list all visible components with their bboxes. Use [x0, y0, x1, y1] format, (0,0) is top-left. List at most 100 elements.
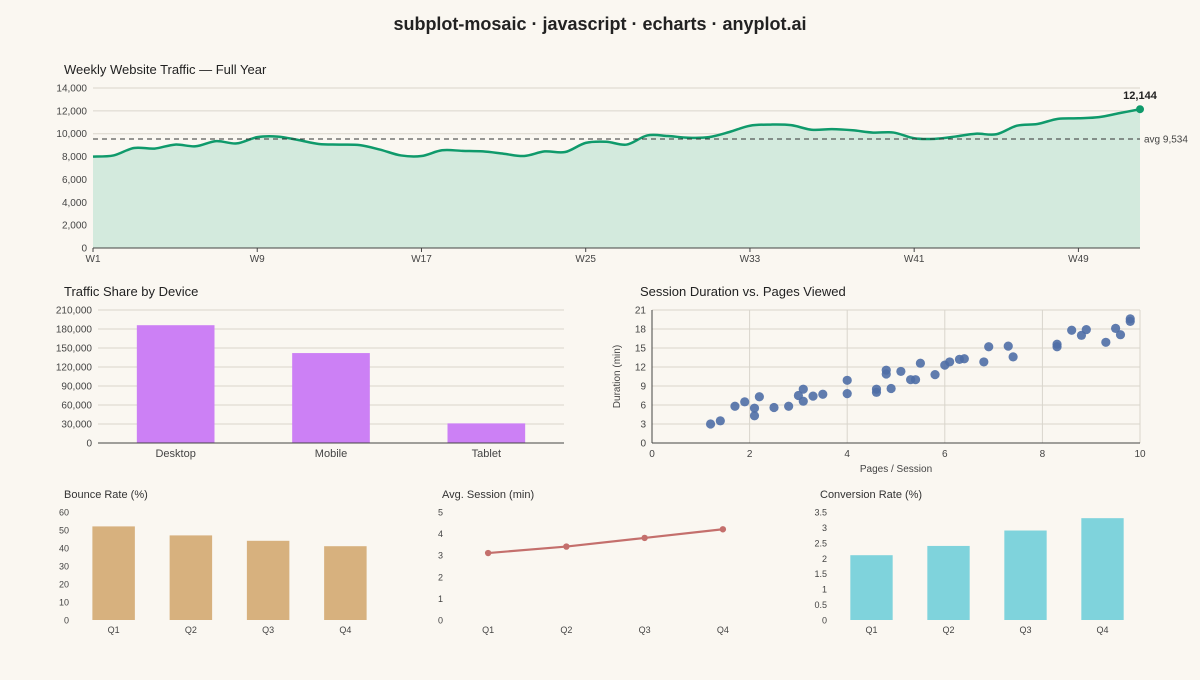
x-tick-label: W33 — [740, 254, 761, 265]
traffic-chart: Weekly Website Traffic — Full Year 0 2,000… — [56, 62, 1188, 265]
x-tick-label: Q2 — [942, 625, 954, 635]
x-tick-label: Q2 — [185, 625, 197, 635]
x-tick-label: Q3 — [262, 625, 274, 635]
y-tick-label: 0 — [640, 439, 646, 450]
device-chart-title: Traffic Share by Device — [64, 284, 198, 299]
traffic-chart-title: Weekly Website Traffic — Full Year — [64, 62, 267, 77]
x-tick-label: 10 — [1134, 449, 1146, 460]
bar-q4 — [324, 546, 367, 620]
y-tick-label: 0 — [438, 616, 443, 626]
conversion-chart: Conversion Rate (%) 0 0.5 1 1.5 2 2.5 3 3.5 Q1 Q2 Q… — [814, 489, 1124, 635]
x-tick-label: Q3 — [639, 625, 651, 635]
scatter-point — [749, 403, 760, 413]
last-point-label: 12,144 — [1123, 90, 1158, 102]
device-chart: Traffic Share by Device 0 30,000 60,000 90,0… — [56, 284, 564, 460]
bounce-chart: Bounce Rate (%) 0 10 20 30 40 50 60 Q1 Q2 Q3 Q4 — [59, 489, 367, 635]
bar-q2 — [927, 545, 970, 620]
scatter-point — [979, 357, 989, 367]
scatter-point — [705, 419, 716, 429]
bar-mobile — [292, 353, 370, 443]
scatter-point — [740, 397, 750, 407]
bar-q1 — [92, 526, 135, 620]
scatter-point — [896, 366, 906, 377]
scatter-point — [808, 391, 818, 401]
x-tick-label: Q1 — [108, 625, 120, 635]
scatter-point — [881, 369, 891, 379]
x-tick-label: 6 — [942, 449, 948, 460]
y-tick-label: 5 — [438, 508, 443, 518]
x-tick-label: W49 — [1068, 254, 1089, 265]
scatter-point — [749, 411, 760, 421]
y-tick-label: 1 — [438, 594, 443, 604]
x-tick-label: Q4 — [717, 625, 729, 635]
page-title: subplot-mosaic · javascript · echarts · … — [393, 14, 806, 34]
y-tick-label: 210,000 — [56, 306, 93, 317]
x-tick-label: W25 — [575, 254, 596, 265]
scatter-point — [798, 396, 808, 406]
y-tick-label: 0 — [86, 439, 92, 450]
x-tick-label: Tablet — [472, 448, 501, 460]
y-tick-label: 9 — [640, 382, 646, 393]
y-tick-label: 2 — [822, 554, 827, 564]
y-tick-label: 4,000 — [62, 198, 87, 209]
y-tick-label: 1 — [822, 585, 827, 595]
scatter-point — [984, 342, 994, 352]
y-tick-label: 12 — [635, 363, 647, 374]
y-tick-label: 60 — [59, 508, 69, 518]
y-tick-label: 150,000 — [56, 344, 93, 355]
y-tick-label: 8,000 — [62, 152, 87, 163]
y-tick-label: 120,000 — [56, 363, 93, 374]
y-tick-label: 10,000 — [56, 129, 87, 140]
x-tick-label: W9 — [250, 254, 265, 265]
avg-session-line — [488, 528, 723, 555]
bar-q1 — [850, 555, 893, 620]
avg-session-chart-title: Avg. Session (min) — [442, 489, 534, 501]
x-axis-label: Pages / Session — [860, 464, 932, 475]
last-point-marker — [1136, 105, 1144, 114]
x-tick-label: 8 — [1040, 449, 1046, 460]
scatter-point — [730, 401, 740, 411]
scatter-point — [1101, 337, 1111, 347]
y-tick-label: 3 — [438, 551, 443, 561]
y-tick-label: 1.5 — [814, 569, 827, 579]
y-tick-label: 15 — [635, 344, 647, 355]
y-tick-label: 21 — [635, 306, 647, 317]
x-tick-label: Q4 — [339, 625, 351, 635]
scatter-point — [842, 389, 852, 399]
y-tick-label: 3 — [822, 523, 827, 533]
average-label: avg 9,534 — [1144, 135, 1188, 146]
y-tick-label: 30,000 — [61, 420, 92, 431]
y-tick-label: 6,000 — [62, 175, 87, 186]
y-tick-label: 10 — [59, 598, 69, 608]
x-tick-label: 4 — [844, 449, 850, 460]
y-tick-label: 6 — [640, 401, 646, 412]
bounce-chart-title: Bounce Rate (%) — [64, 489, 148, 501]
x-tick-label: 2 — [747, 449, 753, 460]
bar-tablet — [447, 423, 526, 443]
bar-q3 — [246, 540, 290, 620]
avg-session-chart: Avg. Session (min) 0 1 2 3 4 5 Q1 Q2 Q3 Q4 — [438, 489, 729, 635]
y-tick-label: 30 — [59, 562, 69, 572]
y-tick-label: 14,000 — [56, 84, 87, 95]
avg-session-point — [563, 543, 570, 550]
scatter-point — [784, 401, 794, 411]
scatter-point — [1003, 341, 1013, 351]
x-tick-label: Q2 — [560, 625, 572, 635]
x-tick-label: W41 — [904, 254, 925, 265]
y-tick-label: 2.5 — [814, 538, 827, 548]
scatter-chart: Session Duration vs. Pages Viewed 0 3 6 9 12 1… — [612, 284, 1146, 475]
scatter-point — [1008, 352, 1018, 362]
x-tick-label: Q3 — [1019, 625, 1031, 635]
y-tick-label: 90,000 — [61, 382, 92, 393]
y-tick-label: 2,000 — [62, 221, 87, 232]
bar-q3 — [1004, 530, 1047, 620]
scatter-point — [818, 389, 828, 399]
x-tick-label: Q1 — [482, 625, 494, 635]
scatter-point — [1125, 314, 1135, 324]
y-tick-label: 20 — [59, 580, 69, 590]
scatter-point — [1115, 330, 1126, 340]
x-tick-label: Q4 — [1096, 625, 1108, 635]
traffic-line — [92, 107, 1141, 158]
